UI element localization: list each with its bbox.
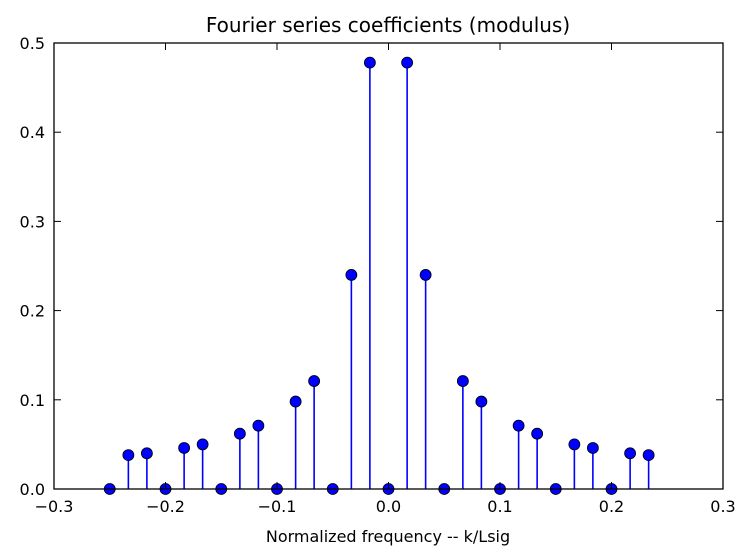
stem-marker — [642, 449, 655, 462]
stem-marker — [419, 269, 432, 281]
y-tick-label: 0.1 — [20, 391, 45, 410]
ticks-group: −0.3 −0.2 −0.1 0.0 0.1 0.2 0.3 0.0 0.1 0.2 0.3 0.4 0… — [20, 34, 736, 516]
stem-marker — [233, 427, 246, 440]
stem-marker — [456, 375, 469, 387]
stem-marker — [568, 438, 581, 451]
x-tick-label: −0.3 — [35, 497, 74, 516]
stem-marker — [308, 375, 321, 387]
stem-marker — [363, 56, 376, 69]
stem-marker — [401, 56, 414, 69]
y-tick-label: 0.2 — [20, 302, 45, 321]
stem-marker — [289, 395, 302, 408]
y-tick-label: 0.5 — [20, 34, 45, 53]
x-tick-label: 0.3 — [710, 497, 735, 516]
x-tick-label: 0.1 — [487, 497, 512, 516]
stem-marker — [586, 442, 599, 454]
stem-marker — [475, 395, 488, 408]
x-axis-label: Normalized frequency -- k/Lsig — [266, 527, 510, 546]
stem-marker — [122, 449, 135, 462]
stem-marker — [196, 438, 209, 451]
stem-marker — [178, 442, 191, 454]
y-tick-label: 0.0 — [20, 480, 45, 499]
x-tick-label: −0.1 — [258, 497, 297, 516]
x-tick-label: 0.2 — [599, 497, 624, 516]
chart-title: Fourier series coefficients (modulus) — [206, 13, 570, 37]
stem-marker — [624, 447, 637, 460]
x-tick-label: −0.2 — [146, 497, 185, 516]
stem-marker — [345, 269, 358, 281]
stem-marker — [140, 447, 153, 460]
stems-group — [103, 56, 655, 495]
y-tick-label: 0.3 — [20, 212, 45, 231]
plot-frame — [53, 42, 724, 490]
stem-marker — [531, 427, 544, 440]
stem-marker — [512, 419, 525, 432]
x-tick-label: 0.0 — [376, 497, 401, 516]
stem-marker — [252, 419, 265, 432]
y-tick-label: 0.4 — [20, 123, 45, 142]
